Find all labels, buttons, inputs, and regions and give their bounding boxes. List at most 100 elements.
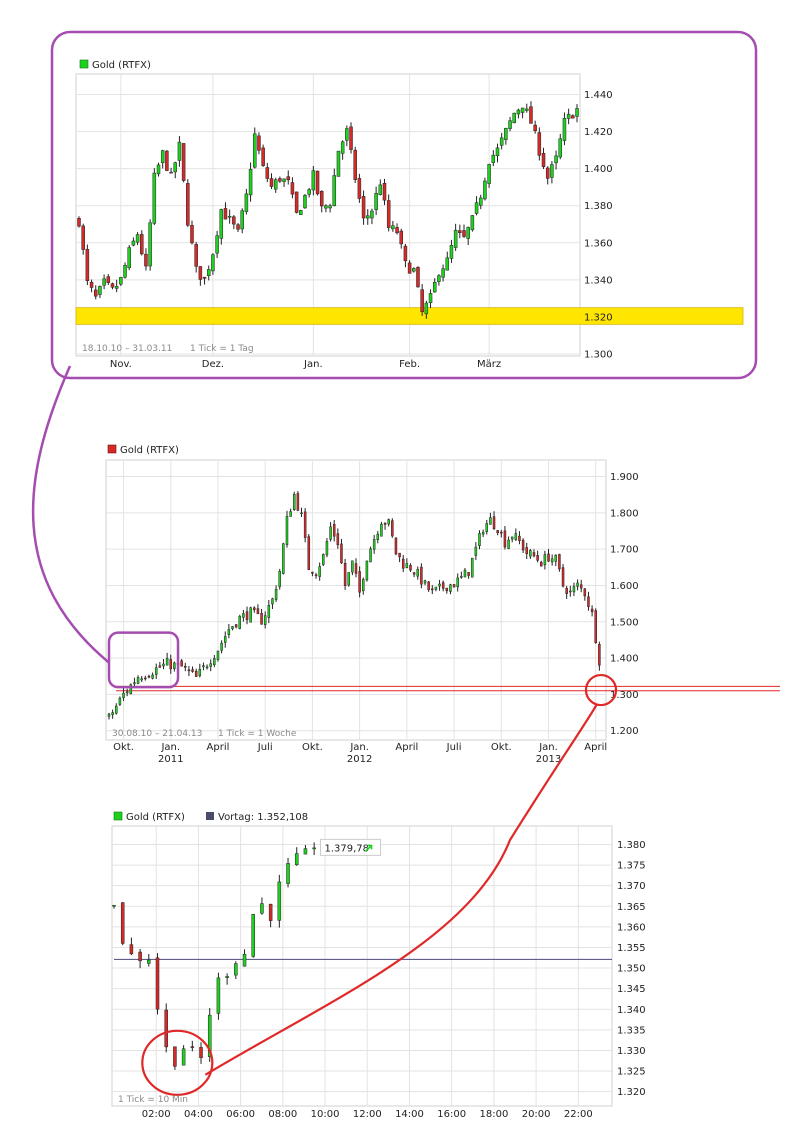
candle-body <box>432 281 437 293</box>
candle-body <box>398 552 401 558</box>
candle-body <box>267 604 271 618</box>
middle-candles <box>107 491 601 720</box>
candle-body <box>329 526 332 540</box>
candle-body <box>135 234 140 243</box>
middle-tick-label: 1 Tick = 1 Woche <box>218 729 297 739</box>
x-tick-label: 22:00 <box>564 1109 593 1120</box>
candle-body <box>495 147 500 156</box>
candle-body <box>261 147 265 166</box>
candle-body <box>236 224 240 230</box>
candle-body <box>503 530 507 548</box>
candle-body <box>205 666 209 669</box>
candle-body <box>265 167 270 179</box>
candle-body <box>184 665 187 668</box>
middle-range-label: 30.08.10 – 21.04.13 <box>112 729 202 739</box>
last-price-label: 1.379,78 <box>325 843 370 854</box>
candle-body <box>537 132 542 156</box>
candle-body <box>180 660 183 667</box>
candle-body <box>133 682 136 685</box>
candle-body <box>380 523 383 537</box>
candle-body <box>115 705 118 714</box>
candle-body <box>566 113 571 119</box>
candle-body <box>540 561 543 567</box>
candle-body <box>144 253 148 267</box>
candle-body <box>114 285 119 289</box>
candle-body <box>485 523 489 532</box>
candle-body <box>160 150 165 164</box>
candle-body <box>462 230 466 237</box>
candle-body <box>140 678 143 681</box>
candle-body <box>434 586 438 590</box>
candle-body <box>202 665 205 668</box>
candle-body <box>169 171 173 174</box>
candle-body <box>223 636 227 643</box>
candle-body <box>85 249 90 281</box>
candle-body <box>405 563 409 569</box>
bottom-legend-label: Gold (RTFX) <box>126 812 185 823</box>
candle-body <box>194 244 198 267</box>
y-tick-label: 1.300 <box>584 350 613 361</box>
candle-body <box>199 1047 203 1058</box>
x-tick-label: 16:00 <box>437 1109 466 1120</box>
candle-body <box>173 162 178 173</box>
candle-body <box>516 109 521 115</box>
candle-body <box>474 202 479 214</box>
y-tick-label: 1.375 <box>617 861 646 872</box>
candle-body <box>118 697 122 705</box>
candle-body <box>508 120 512 129</box>
candle-body <box>110 283 115 288</box>
candle-body <box>354 563 358 574</box>
candle-body <box>207 1014 212 1057</box>
x-tick-label: 10:00 <box>311 1109 340 1120</box>
candle-body <box>89 281 94 288</box>
candle-body <box>332 175 337 207</box>
top-candles <box>77 101 579 319</box>
candle-body <box>518 535 521 542</box>
candle-body <box>391 520 394 537</box>
y-tick-label: 1.500 <box>610 617 639 628</box>
candle-body <box>554 155 558 164</box>
bottom-legend-vortag: Vortag: 1.352,108 <box>218 812 308 823</box>
candle-body <box>449 245 454 259</box>
candle-body <box>244 193 249 212</box>
candle-body <box>374 192 378 210</box>
bottom-plot-area <box>111 825 613 1107</box>
candle-body <box>572 586 576 593</box>
candle-body <box>278 571 281 587</box>
candle-body <box>369 548 372 563</box>
candle-body <box>286 176 290 181</box>
top-legend-swatch <box>79 59 89 69</box>
y-tick-label: 1.320 <box>617 1087 646 1098</box>
candle-body <box>590 608 594 613</box>
candle-body <box>351 560 354 573</box>
candle-body <box>412 268 416 272</box>
bottom-magnifier-circle <box>141 1029 214 1096</box>
candle-body <box>358 571 361 593</box>
candle-body <box>594 610 597 643</box>
candle-body <box>169 659 172 670</box>
candle-body <box>286 863 290 884</box>
candle-body <box>449 584 452 592</box>
x-tick-label: Jan. <box>538 742 558 753</box>
candle-body <box>206 269 211 276</box>
candle-body <box>554 554 558 562</box>
candle-body <box>463 569 467 578</box>
candle-body <box>370 210 374 219</box>
candle-body <box>216 650 220 660</box>
candle-body <box>579 584 583 589</box>
candle-body <box>565 588 568 594</box>
y-tick-label: 1.800 <box>610 508 639 519</box>
candle-body <box>427 581 430 590</box>
candle-body <box>536 555 539 561</box>
top-y-axis: 1.300 1.320 1.340 1.360 1.380 1.400 1.420 1.440 <box>584 90 613 360</box>
candle-body <box>307 536 311 571</box>
candle-body <box>325 541 329 556</box>
y-tick-label: 1.340 <box>617 1005 646 1016</box>
candle-body <box>190 1046 195 1048</box>
candle-body <box>470 215 475 231</box>
candle-body <box>470 557 474 578</box>
candle-body <box>232 216 236 225</box>
y-tick-label: 1.370 <box>617 881 646 892</box>
bottom-tick-label: 1 Tick = 10 Min <box>118 1095 188 1105</box>
y-tick-label: 1.360 <box>584 238 613 249</box>
